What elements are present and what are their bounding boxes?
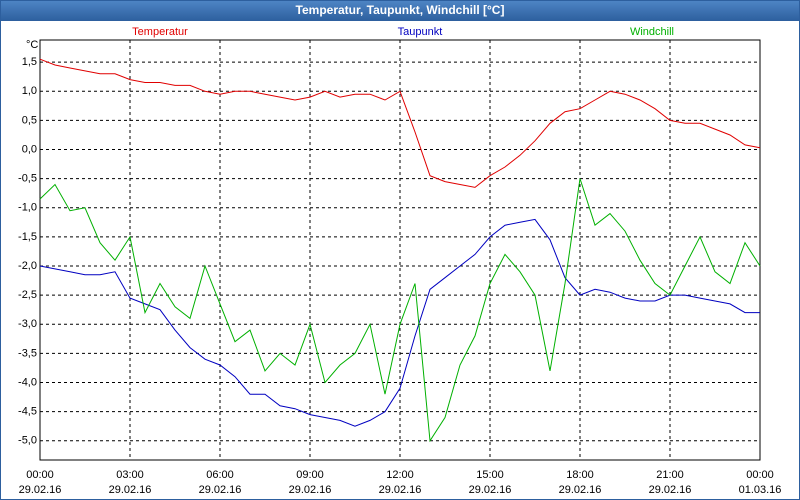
legend-entry: Windchill	[630, 26, 674, 38]
x-tick-date: 29.02.16	[19, 484, 62, 496]
x-tick-label: 09:00	[296, 469, 324, 481]
legend-entry: Taupunkt	[398, 26, 443, 38]
x-tick-date: 29.02.16	[559, 484, 602, 496]
y-tick-label: -1,5	[18, 231, 37, 243]
x-tick-date: 29.02.16	[379, 484, 422, 496]
y-tick-label: -4,0	[18, 376, 37, 388]
x-tick-date: 29.02.16	[289, 484, 332, 496]
x-tick-label: 15:00	[476, 469, 504, 481]
y-tick-label: -1,0	[18, 202, 37, 214]
y-tick-label: -3,0	[18, 318, 37, 330]
x-tick-date: 29.02.16	[199, 484, 242, 496]
y-tick-label: 0,0	[22, 143, 37, 155]
series-line	[39, 58, 761, 188]
chart-title: Temperatur, Taupunkt, Windchill [°C]	[296, 3, 505, 17]
y-tick-label: -3,5	[18, 347, 37, 359]
title-bar	[0, 0, 800, 21]
y-tick-label: -2,0	[18, 260, 37, 272]
x-tick-date: 29.02.16	[649, 484, 692, 496]
y-tick-label: 0,5	[22, 114, 37, 126]
x-tick-label: 06:00	[206, 469, 234, 481]
y-tick-label: -5,0	[18, 435, 37, 447]
x-tick-date: 29.02.16	[109, 484, 152, 496]
y-tick-label: -2,5	[18, 289, 37, 301]
x-tick-date: 29.02.16	[469, 484, 512, 496]
x-tick-date: 01.03.16	[739, 484, 782, 496]
y-tick-label: -0,5	[18, 173, 37, 185]
legend-entry: Temperatur	[132, 26, 188, 38]
series-line	[39, 218, 760, 427]
y-tick-label: -4,5	[18, 406, 37, 418]
x-tick-label: 03:00	[116, 469, 144, 481]
x-tick-label: 12:00	[386, 469, 414, 481]
y-tick-label: 1,0	[22, 85, 37, 97]
x-tick-label: 18:00	[566, 469, 594, 481]
x-tick-label: 00:00	[746, 469, 774, 481]
series-line	[39, 178, 761, 443]
y-axis-label: °C	[26, 39, 38, 51]
x-tick-label: 21:00	[656, 469, 684, 481]
y-tick-label: 1,5	[22, 56, 37, 68]
x-tick-label: 00:00	[26, 469, 54, 481]
